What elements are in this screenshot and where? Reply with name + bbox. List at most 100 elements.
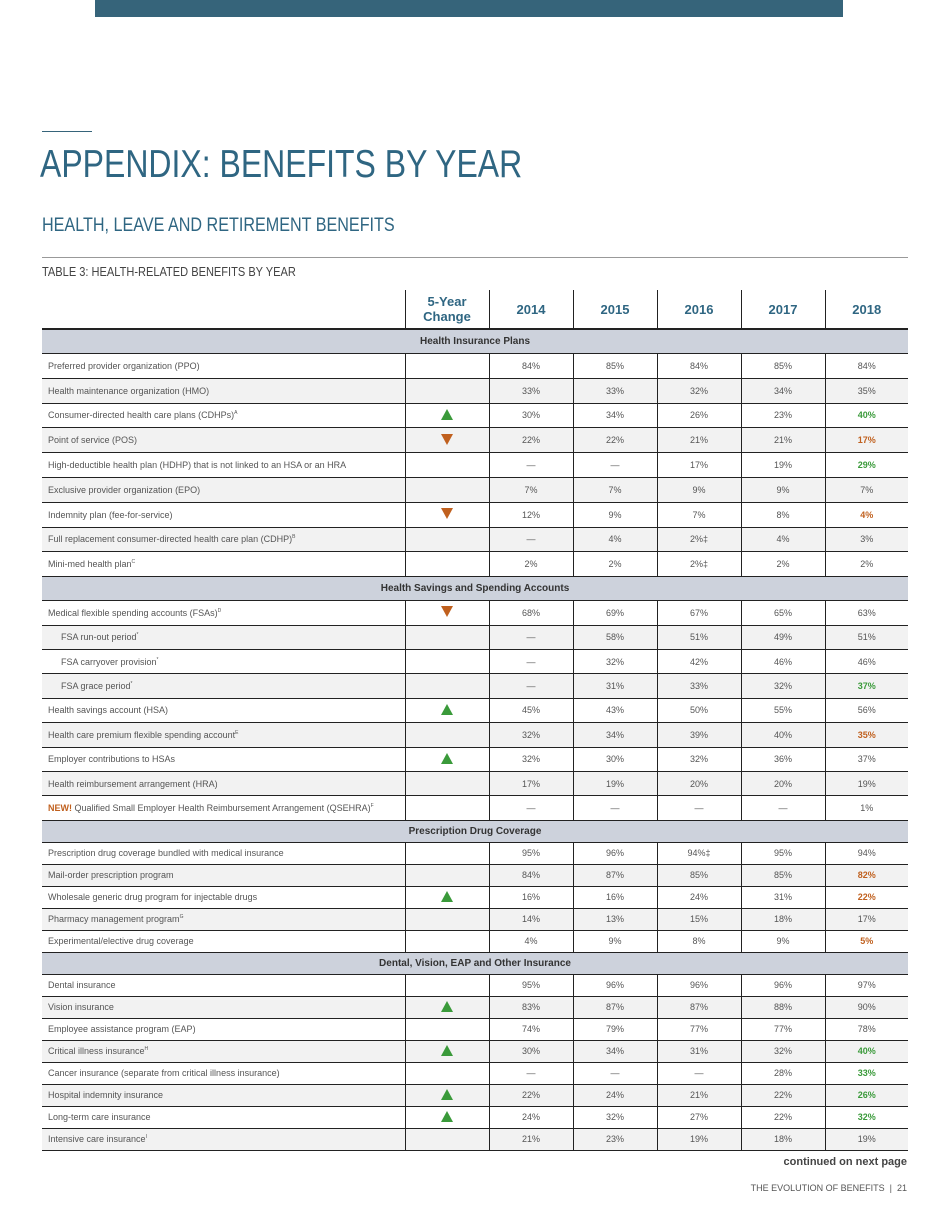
row-label: High-deductible health plan (HDHP) that …: [42, 452, 405, 478]
value-cell-2018: 17%: [824, 427, 908, 454]
value: 94%‡: [687, 848, 711, 859]
benefits-table: 5-Year Change 2014 2015 2016 2017 2018 Healt…: [42, 290, 908, 1151]
value-cell-2016: 26%: [656, 403, 741, 429]
value: 32%: [605, 1112, 624, 1123]
triangle-up-icon: [441, 752, 453, 764]
row-label: Employer contributions to HSAs: [42, 747, 405, 772]
value-cell-2018: 5%: [824, 930, 908, 953]
value: 20%: [689, 778, 708, 789]
value: 33%: [605, 385, 624, 396]
value-cell-2014: —: [488, 795, 573, 821]
row-label-text: Long-term care insurance: [48, 1112, 151, 1123]
change-cell: [404, 403, 489, 429]
row-label-text: Health savings account (HSA): [48, 705, 169, 716]
value: 85%: [773, 870, 792, 881]
value: 45%: [521, 705, 540, 716]
value-cell-2014: 95%: [488, 842, 573, 865]
value: 4%: [860, 509, 874, 520]
footnote-mark: *: [156, 656, 159, 663]
value-cell-2015: 31%: [572, 673, 657, 699]
value: 16%: [605, 892, 624, 903]
value: —: [526, 1068, 536, 1079]
value-cell-2018: 3%: [824, 527, 908, 553]
value: —: [694, 1068, 704, 1079]
value: 40%: [773, 729, 792, 740]
value-cell-2017: 8%: [740, 502, 825, 528]
value: 87%: [689, 1002, 708, 1013]
change-cell: [404, 864, 489, 887]
value: 24%: [689, 892, 708, 903]
value: 79%: [605, 1024, 624, 1035]
table-title: TABLE 3: HEALTH-RELATED BENEFITS BY YEAR: [42, 264, 296, 279]
value: 33%: [689, 681, 708, 692]
value-cell-2018: 19%: [824, 1128, 908, 1151]
row-label: Mini-med health planC: [42, 551, 405, 578]
title-rule: [42, 131, 92, 132]
value: 22%: [605, 435, 624, 446]
value-cell-2017: 23%: [740, 403, 825, 429]
row-label-text: Hospital indemnity insurance: [48, 1090, 164, 1101]
value-cell-2014: 74%: [488, 1018, 573, 1041]
value-cell-2015: —: [572, 795, 657, 821]
year-header-2016: 2016: [656, 290, 741, 330]
value-cell-2014: 22%: [488, 1084, 573, 1107]
value: 97%: [857, 980, 876, 991]
value: 17%: [857, 435, 876, 446]
value-cell-2016: 31%: [656, 1040, 741, 1063]
value-cell-2015: 79%: [572, 1018, 657, 1041]
value-cell-2014: —: [488, 649, 573, 675]
value: —: [610, 1068, 620, 1079]
value-cell-2017: 28%: [740, 1062, 825, 1085]
value: 33%: [857, 1068, 876, 1079]
value: 7%: [860, 484, 874, 495]
value: 7%: [524, 484, 538, 495]
year-header-2018: 2018: [824, 290, 908, 330]
table-row: Full replacement consumer-directed healt…: [42, 527, 908, 553]
value: 19%: [605, 778, 624, 789]
value-cell-2018: 56%: [824, 698, 908, 724]
value-cell-2017: 9%: [740, 477, 825, 503]
value-cell-2016: 32%: [656, 747, 741, 772]
change-cell: [404, 795, 489, 821]
value-cell-2014: 30%: [488, 403, 573, 429]
footnote-mark: E: [235, 729, 239, 736]
change-cell: [404, 698, 489, 724]
value: 5%: [860, 936, 874, 947]
value: 30%: [521, 410, 540, 421]
value: 58%: [605, 632, 624, 643]
value: 3%: [860, 534, 874, 545]
value-cell-2016: 2%‡: [656, 551, 741, 578]
value-cell-2018: 84%: [824, 353, 908, 379]
value-cell-2017: 85%: [740, 353, 825, 379]
value-cell-2017: 22%: [740, 1106, 825, 1129]
value: 18%: [773, 1134, 792, 1145]
divider: [42, 257, 908, 258]
row-label-text: Point of service (POS): [48, 435, 138, 446]
value: 55%: [773, 705, 792, 716]
value: 95%: [521, 848, 540, 859]
table-row: Dental insurance 95% 96% 96% 96% 97%: [42, 974, 908, 997]
value: 63%: [857, 607, 876, 618]
value-cell-2017: 36%: [740, 747, 825, 772]
triangle-down-icon: [441, 433, 453, 445]
change-cell: [404, 649, 489, 675]
value: 22%: [521, 1090, 540, 1101]
year-header-2014: 2014: [488, 290, 573, 330]
value: 18%: [773, 914, 792, 925]
value-cell-2018: 94%: [824, 842, 908, 865]
value: 1%: [860, 802, 874, 813]
value-cell-2018: 40%: [824, 403, 908, 429]
change-cell: [404, 930, 489, 953]
value-cell-2015: 4%: [572, 527, 657, 553]
table-row: NEW! Qualified Small Employer Health Rei…: [42, 795, 908, 821]
label-header: [42, 290, 405, 330]
table-row: Prescription drug coverage bundled with …: [42, 842, 908, 865]
value-cell-2015: 85%: [572, 353, 657, 379]
value: 31%: [689, 1046, 708, 1057]
value-cell-2017: 19%: [740, 452, 825, 478]
value-cell-2018: 51%: [824, 625, 908, 650]
change-cell: [404, 1040, 489, 1063]
row-label: Health reimbursement arrangement (HRA): [42, 771, 405, 797]
value-cell-2018: 19%: [824, 771, 908, 797]
value-cell-2016: 2%‡: [656, 527, 741, 553]
